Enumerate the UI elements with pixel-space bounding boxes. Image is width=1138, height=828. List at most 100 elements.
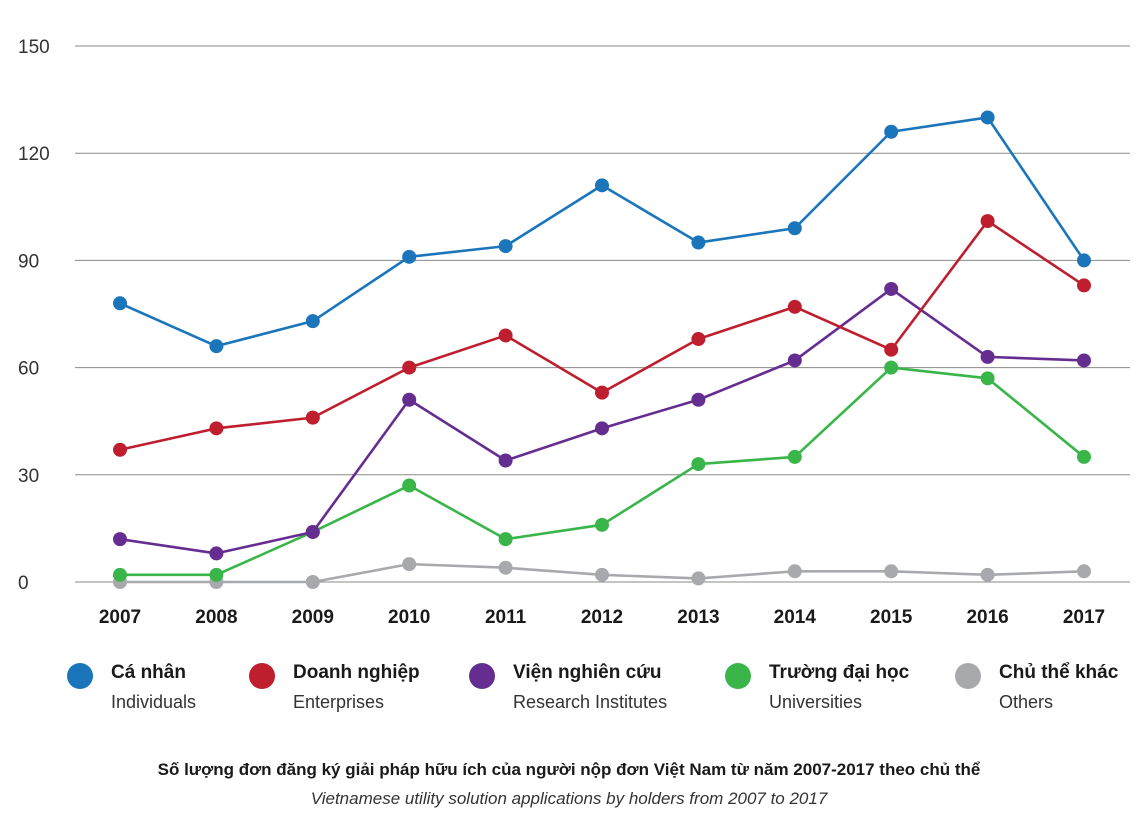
- legend-label-en: Enterprises: [293, 692, 385, 712]
- grid-lines: [75, 45, 1130, 583]
- chart-title: Số lượng đơn đăng ký giải pháp hữu ích c…: [157, 760, 981, 779]
- data-point: [691, 332, 706, 347]
- x-tick-label: 2007: [99, 607, 141, 628]
- data-point: [305, 575, 320, 589]
- chart-subtitle: Vietnamese utility solution applications…: [310, 789, 828, 808]
- series-lines: [113, 110, 1091, 589]
- data-point: [113, 532, 127, 547]
- data-point: [980, 371, 995, 386]
- series-line: [119, 116, 1086, 348]
- data-point: [498, 239, 513, 254]
- legend-label: Chủ thể khác: [999, 662, 1119, 683]
- y-tick-label: 30: [18, 466, 39, 487]
- x-tick-label: 2014: [774, 607, 817, 628]
- data-point: [691, 392, 706, 407]
- data-point: [113, 567, 127, 582]
- data-point: [113, 296, 127, 311]
- data-point: [402, 360, 417, 375]
- y-tick-label: 0: [18, 573, 29, 594]
- data-point: [209, 567, 224, 582]
- data-point: [787, 299, 802, 314]
- data-point: [498, 328, 513, 343]
- data-point: [402, 478, 417, 493]
- series-2: [113, 281, 1091, 561]
- x-tick-label: 2013: [677, 607, 719, 628]
- series-line: [119, 219, 1085, 452]
- legend-label: Doanh nghiệp: [293, 662, 420, 683]
- data-point: [787, 221, 802, 236]
- x-axis-ticks: 2007 2008 2009 2010 2011 2012 2013 2014 2015 2016…: [99, 607, 1105, 628]
- data-point: [691, 457, 706, 472]
- data-point: [884, 360, 899, 375]
- data-point: [787, 353, 802, 368]
- data-point: [787, 564, 802, 579]
- data-point: [595, 421, 609, 436]
- x-tick-label: 2015: [870, 607, 913, 628]
- data-point: [305, 524, 320, 539]
- data-point: [980, 214, 995, 229]
- data-point: [980, 349, 995, 364]
- data-point: [980, 110, 995, 125]
- data-point: [884, 124, 899, 139]
- x-tick-label: 2008: [195, 607, 237, 628]
- data-point: [1077, 278, 1091, 293]
- series-line: [119, 287, 1085, 555]
- data-point: [1077, 253, 1091, 268]
- series-0: [113, 110, 1091, 354]
- y-axis-ticks: 0 30 60 90 120 150: [18, 37, 50, 594]
- legend-label-en: Universities: [769, 692, 863, 712]
- data-point: [498, 560, 513, 575]
- x-tick-label: 2017: [1063, 607, 1105, 628]
- y-tick-label: 60: [18, 359, 39, 380]
- legend-label-en: Individuals: [111, 692, 197, 712]
- x-tick-label: 2009: [292, 607, 334, 628]
- data-point: [1077, 353, 1091, 368]
- data-point: [209, 339, 224, 354]
- legend-marker: [955, 663, 981, 689]
- legend-label: Viện nghiên cứu: [513, 662, 662, 683]
- legend-label-en: Research Institutes: [513, 692, 668, 712]
- legend-marker: [67, 663, 93, 689]
- x-tick-label: 2011: [485, 607, 527, 628]
- data-point: [113, 442, 127, 457]
- data-point: [691, 235, 706, 250]
- legend-label: Trường đại học: [769, 662, 910, 683]
- legend-marker: [469, 663, 495, 689]
- data-point: [595, 517, 609, 532]
- data-point: [498, 453, 513, 468]
- data-point: [402, 392, 417, 407]
- series-3: [113, 360, 1091, 582]
- data-point: [595, 567, 609, 582]
- legend-marker: [249, 663, 275, 689]
- y-tick-label: 150: [18, 37, 50, 58]
- data-point: [691, 571, 706, 586]
- data-point: [595, 385, 609, 400]
- data-point: [980, 567, 995, 582]
- series-4: [113, 557, 1091, 589]
- data-point: [1077, 564, 1091, 579]
- x-tick-label: 2016: [966, 607, 1008, 628]
- legend-marker: [725, 663, 751, 689]
- data-point: [884, 342, 899, 357]
- data-point: [402, 557, 417, 572]
- data-point: [884, 281, 899, 296]
- data-point: [498, 532, 513, 547]
- y-tick-label: 90: [18, 251, 39, 272]
- data-point: [209, 546, 224, 561]
- data-point: [1077, 449, 1091, 464]
- data-point: [305, 410, 320, 425]
- data-point: [884, 564, 899, 579]
- series-1: [113, 214, 1091, 457]
- legend-label-en: Others: [999, 692, 1054, 712]
- legend-label: Cá nhân: [111, 662, 186, 683]
- data-point: [209, 421, 224, 436]
- data-point: [305, 314, 320, 329]
- x-tick-label: 2012: [581, 607, 623, 628]
- y-tick-label: 120: [18, 144, 50, 165]
- data-point: [787, 449, 802, 464]
- data-point: [402, 249, 417, 264]
- x-tick-label: 2010: [388, 607, 430, 628]
- data-point: [595, 178, 609, 193]
